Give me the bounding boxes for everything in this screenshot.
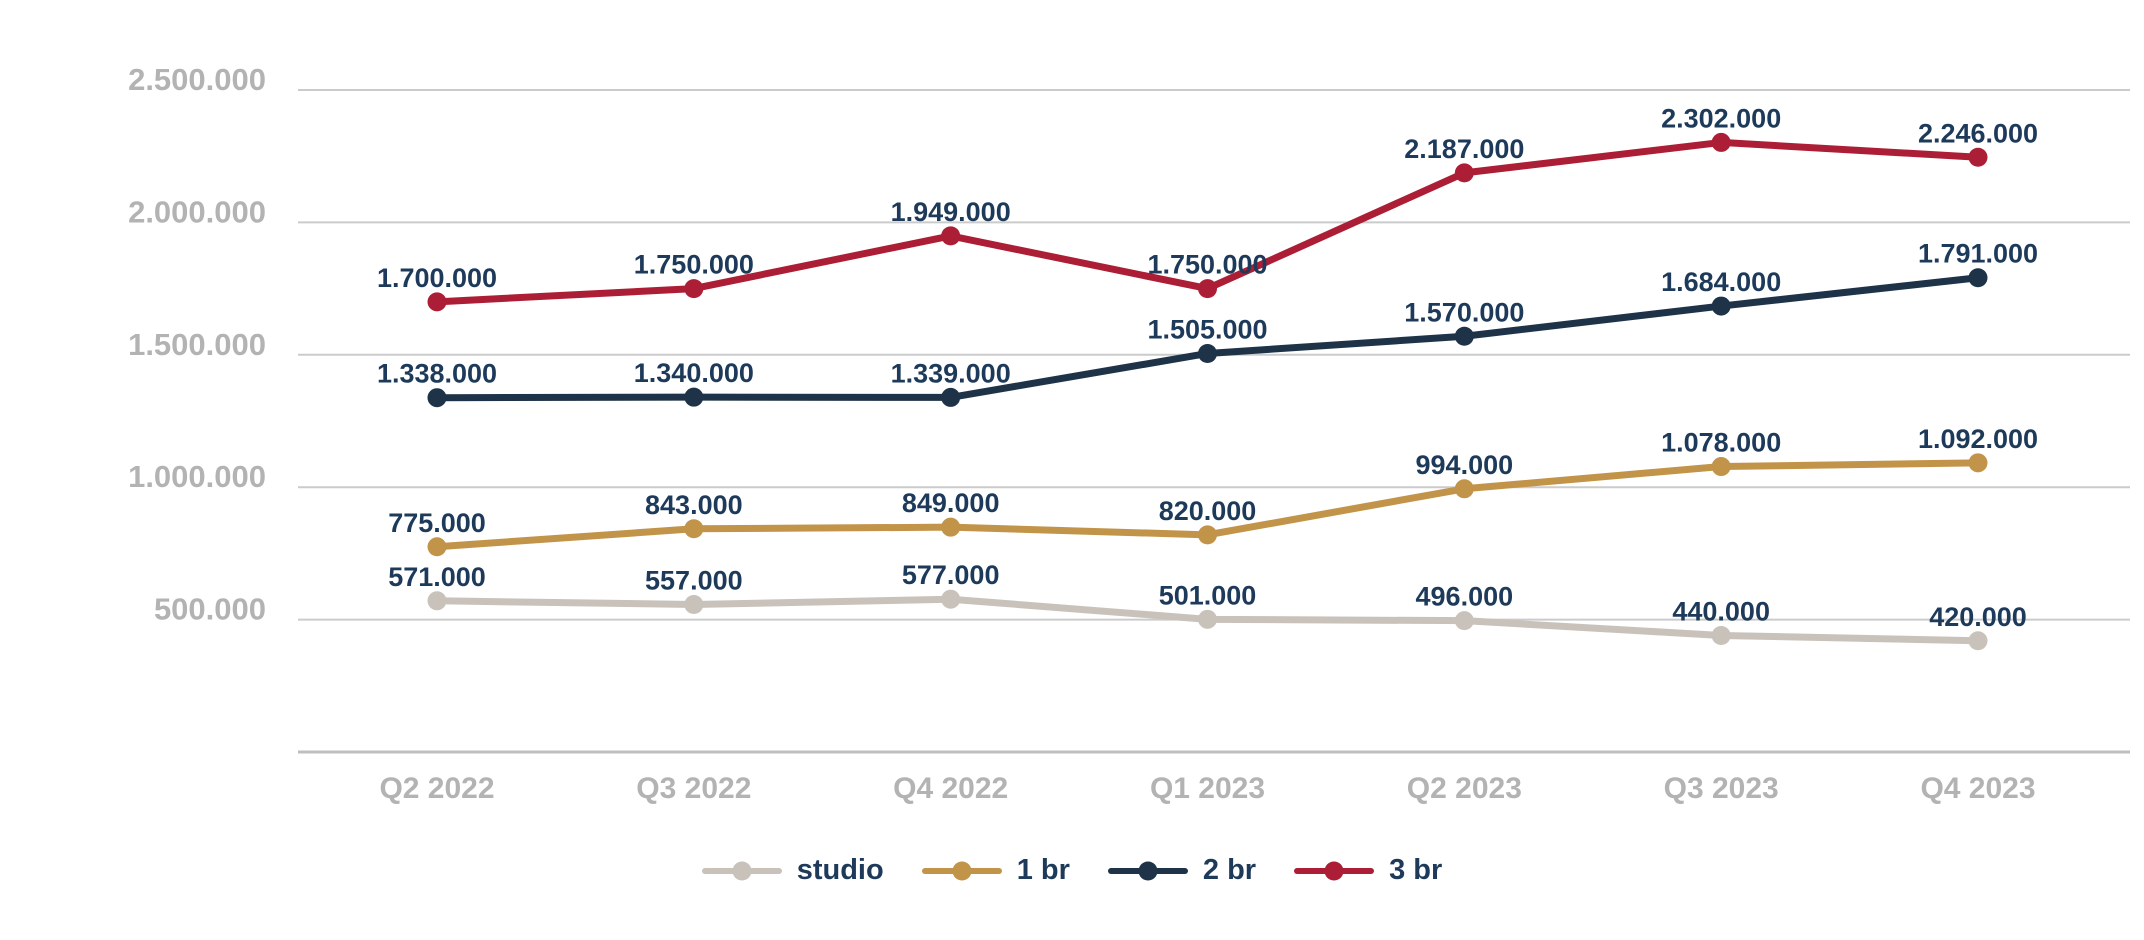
y-tick-label: 1.500.000 [128,327,266,362]
data-point-marker [684,519,704,539]
chart-legend: studio 1 br 2 br 3 br [40,856,2104,885]
data-point-marker [1198,609,1217,629]
legend-line-swatch [701,861,782,880]
rent-price-line-chart: 500.000 1.000.000 1.500.000 2.000.000 2.500.… [40,16,2130,908]
legend-label: studio [796,854,884,886]
data-point-marker [941,226,961,246]
data-point-label: 2.302.000 [1661,103,1781,133]
data-point-label: 571.000 [388,562,486,592]
data-point-marker [427,537,447,557]
x-tick-label: Q1 2023 [1150,772,1265,805]
y-tick-label: 500.000 [154,592,266,627]
data-point-marker [1968,453,1988,473]
legend-line-swatch [1294,861,1375,880]
data-point-marker [1198,279,1217,299]
data-point-marker [941,517,961,537]
data-point-label: 1.684.000 [1661,267,1781,297]
legend-item-1-br: 1 br [921,854,1070,886]
data-point-label: 1.339.000 [891,358,1011,388]
data-point-label: 1.570.000 [1404,297,1524,327]
data-point-label: 1.949.000 [891,197,1011,227]
data-point-label: 1.750.000 [1147,250,1267,280]
data-point-label: 1.092.000 [1918,424,2038,454]
data-point-label: 1.078.000 [1661,428,1781,458]
y-tick-label: 1.000.000 [128,459,266,494]
x-tick-label: Q3 2023 [1664,772,1779,805]
legend-dot-icon [1138,861,1158,880]
x-tick-label: Q4 2023 [1920,772,2035,805]
x-tick-label: Q4 2022 [893,772,1008,805]
data-point-marker [941,387,961,407]
data-point-label: 1.750.000 [634,250,754,280]
data-point-marker [1968,268,1988,288]
data-point-label: 1.700.000 [377,263,497,293]
data-point-marker [1968,147,1988,167]
legend-label: 1 br [1016,854,1070,886]
y-tick-label: 2.500.000 [128,62,266,97]
data-point-marker [1711,457,1731,477]
data-point-label: 420.000 [1929,602,2027,632]
data-point-label: 849.000 [902,488,1000,518]
data-point-label: 2.246.000 [1918,118,2038,148]
data-point-marker [1968,631,1988,651]
data-point-label: 501.000 [1159,580,1257,610]
data-point-label: 1.791.000 [1918,239,2038,269]
legend-dot-icon [952,861,972,880]
data-point-marker [1198,525,1217,545]
data-point-marker [1711,296,1731,316]
data-point-marker [684,279,704,299]
data-point-marker [427,292,447,312]
data-point-label: 843.000 [645,490,743,520]
data-point-label: 496.000 [1416,582,1514,612]
legend-label: 3 br [1389,854,1443,886]
data-point-marker [1454,326,1474,346]
legend-line-swatch [1107,861,1188,880]
data-point-label: 1.340.000 [634,358,754,388]
legend-item-3-br: 3 br [1294,856,1442,885]
data-point-marker [1454,163,1474,183]
x-tick-label: Q2 2022 [379,772,494,805]
data-point-marker [941,589,961,609]
legend-item-2-br: 2 br [1107,854,1257,886]
legend-item-studio: studio [701,854,884,886]
legend-label: 2 br [1202,854,1257,886]
chart-svg: 500.000 1.000.000 1.500.000 2.000.000 2.500.… [128,62,2130,805]
data-point-label: 820.000 [1159,496,1257,526]
x-tick-label: Q3 2022 [636,772,751,805]
data-point-label: 440.000 [1672,596,1770,626]
data-point-label: 1.505.000 [1147,314,1267,344]
data-point-marker [684,595,704,615]
data-point-label: 557.000 [645,566,743,596]
data-point-label: 2.187.000 [1404,134,1524,164]
y-tick-label: 2.000.000 [128,194,266,229]
data-point-marker [427,591,447,611]
data-point-marker [427,388,447,408]
data-point-label: 1.338.000 [377,359,497,389]
data-point-label: 577.000 [902,560,1000,590]
data-point-marker [684,387,704,407]
data-point-marker [1711,132,1731,152]
data-point-marker [1454,611,1474,631]
data-point-label: 994.000 [1416,450,1514,480]
data-point-marker [1454,479,1474,499]
legend-dot-icon [732,861,752,880]
data-point-marker [1198,343,1217,363]
legend-dot-icon [1324,861,1344,880]
legend-line-swatch [921,861,1002,880]
data-point-label: 775.000 [388,508,486,538]
data-point-marker [1711,625,1731,645]
x-tick-label: Q2 2023 [1407,772,1522,805]
